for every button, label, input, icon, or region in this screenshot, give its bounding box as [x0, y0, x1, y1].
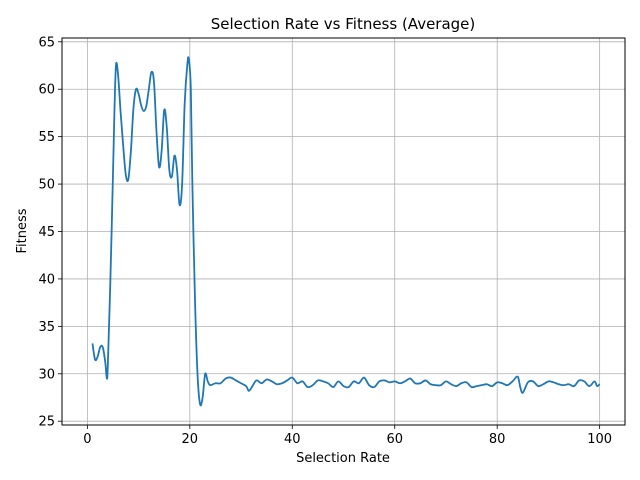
y-axis: 25 30 35 40 45 50 55 60 65 — [38, 35, 62, 430]
series-layer — [91, 56, 601, 407]
y-tick-label: 25 — [38, 415, 55, 430]
chart-title: Selection Rate vs Fitness (Average) — [211, 15, 476, 33]
x-axis-label: Selection Rate — [296, 451, 390, 466]
x-axis: 0 20 40 60 80 100 — [83, 425, 612, 447]
y-tick-label: 65 — [38, 35, 55, 50]
x-tick-label: 60 — [386, 432, 403, 447]
fitness-line — [91, 56, 601, 407]
y-tick-label: 40 — [38, 272, 55, 287]
x-tick-label: 100 — [587, 432, 612, 447]
x-tick-label: 80 — [489, 432, 506, 447]
y-tick-label: 35 — [38, 320, 55, 335]
y-tick-label: 45 — [38, 225, 55, 240]
grid — [62, 38, 625, 425]
y-tick-label: 30 — [38, 367, 55, 382]
y-axis-label: Fitness — [15, 208, 30, 253]
y-tick-label: 55 — [38, 130, 55, 145]
y-tick-label: 50 — [38, 178, 55, 193]
x-tick-label: 0 — [83, 432, 91, 447]
y-tick-label: 60 — [38, 83, 55, 98]
x-tick-label: 20 — [182, 432, 199, 447]
x-tick-label: 40 — [284, 432, 301, 447]
